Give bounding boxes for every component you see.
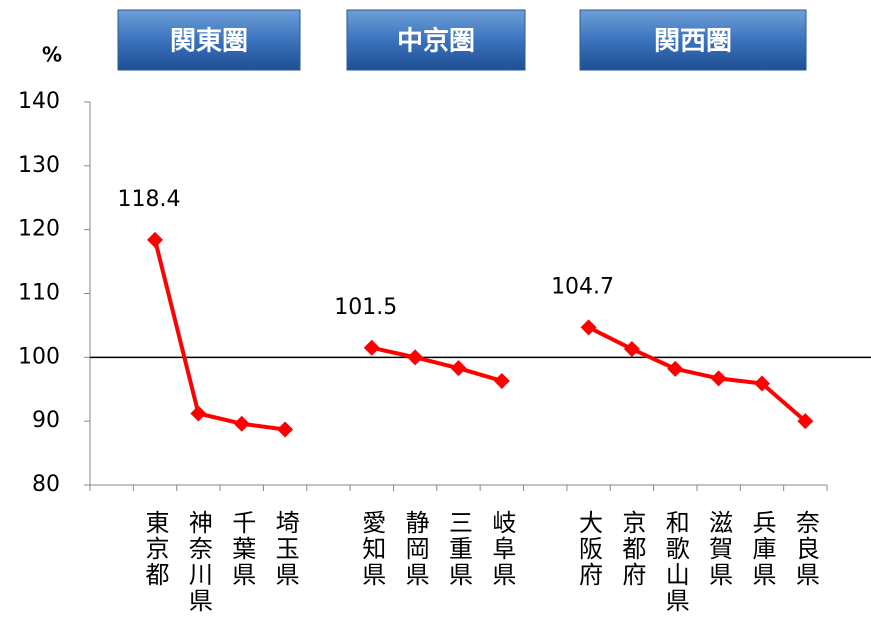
x-tick-label: 愛知県 xyxy=(358,510,386,588)
marker xyxy=(363,339,380,356)
marker xyxy=(277,421,294,438)
x-tick-label: 東京都 xyxy=(141,510,169,588)
y-tick-label: 90 xyxy=(32,408,60,433)
x-tick-label: 和歌山県 xyxy=(661,510,689,614)
x-tick-label: 滋賀県 xyxy=(705,510,733,588)
marker xyxy=(147,231,164,248)
x-tick-label: 三重県 xyxy=(445,510,473,588)
marker xyxy=(710,370,727,387)
y-tick-label: 120 xyxy=(18,217,60,242)
x-tick-label: 千葉県 xyxy=(228,510,256,588)
group-header xyxy=(579,9,807,71)
data-label: 118.4 xyxy=(118,187,181,212)
x-tick-label: 神奈川県 xyxy=(184,510,212,614)
y-axis-label: % xyxy=(42,43,62,67)
y-tick-label: 80 xyxy=(32,472,60,497)
marker xyxy=(667,360,684,377)
y-tick-label: 100 xyxy=(18,344,60,369)
group-label: 中京圏 xyxy=(397,26,475,57)
y-tick-label: 130 xyxy=(18,153,60,178)
y-tick-label: 110 xyxy=(18,281,60,306)
marker xyxy=(580,319,597,336)
marker xyxy=(407,349,424,366)
group-header xyxy=(117,9,301,71)
x-tick-label: 兵庫県 xyxy=(748,510,776,588)
marker xyxy=(450,360,467,377)
x-tick-label: 大阪府 xyxy=(575,510,603,588)
line xyxy=(153,239,807,432)
data-label: 104.7 xyxy=(551,274,614,299)
marker xyxy=(493,372,510,389)
marker xyxy=(190,405,207,422)
x-tick-label: 埼玉県 xyxy=(271,510,299,588)
group-label: 関西圏 xyxy=(654,27,732,57)
marker xyxy=(623,341,640,358)
group-label: 関東圏 xyxy=(170,27,248,57)
marker xyxy=(753,375,770,392)
x-tick-label: 京都府 xyxy=(618,510,646,588)
group-header xyxy=(346,9,526,71)
marker xyxy=(797,413,814,430)
marker xyxy=(233,415,250,432)
x-tick-label: 奈良県 xyxy=(791,510,819,588)
data-label: 101.5 xyxy=(334,295,397,320)
x-tick-label: 岐阜県 xyxy=(488,510,516,588)
y-tick-label: 140 xyxy=(18,89,60,114)
x-tick-label: 静岡県 xyxy=(401,510,429,588)
